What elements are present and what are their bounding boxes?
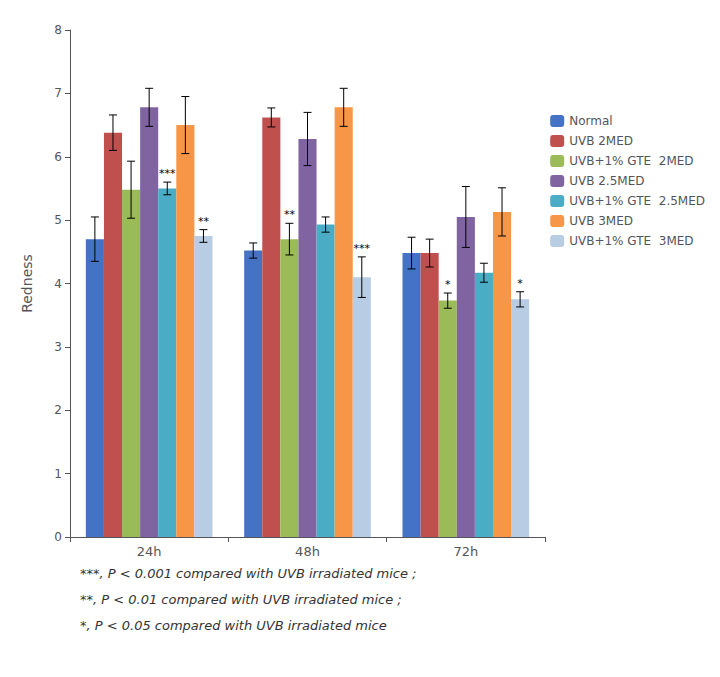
svg-text:24h: 24h [137, 544, 162, 559]
svg-text:8: 8 [54, 23, 62, 37]
svg-text:6: 6 [54, 150, 62, 164]
svg-text:***: *** [354, 242, 371, 255]
svg-text:*: * [517, 277, 523, 290]
svg-text:7: 7 [54, 86, 62, 100]
svg-text:UVB 2.5MED: UVB 2.5MED [569, 174, 644, 188]
svg-text:**, P < 0.01 compared with UVB: **, P < 0.01 compared with UVB irradiate… [80, 592, 402, 607]
svg-text:1: 1 [54, 467, 62, 481]
svg-text:*: * [445, 278, 451, 291]
svg-text:UVB+1% GTE 2.5MED: UVB+1% GTE 2.5MED [569, 194, 705, 208]
svg-text:0: 0 [54, 530, 62, 544]
svg-text:***: *** [159, 167, 176, 180]
svg-text:48h: 48h [295, 544, 320, 559]
svg-text:2: 2 [54, 403, 62, 417]
svg-text:72h: 72h [453, 544, 478, 559]
svg-text:***, P < 0.001 compared with U: ***, P < 0.001 compared with UVB irradia… [80, 566, 417, 581]
svg-text:*, P < 0.05 compared with UVB: *, P < 0.05 compared with UVB irradiated… [80, 618, 387, 633]
svg-text:UVB+1% GTE 3MED: UVB+1% GTE 3MED [569, 234, 693, 248]
svg-text:UVB 3MED: UVB 3MED [569, 214, 633, 228]
svg-text:**: ** [284, 208, 296, 221]
svg-text:5: 5 [54, 213, 62, 227]
svg-text:UVB+1% GTE 2MED: UVB+1% GTE 2MED [569, 154, 693, 168]
svg-text:4: 4 [54, 277, 62, 291]
svg-text:3: 3 [54, 340, 62, 354]
svg-text:Normal: Normal [569, 114, 612, 128]
svg-text:Redness: Redness [19, 254, 35, 313]
svg-text:**: ** [198, 215, 210, 228]
svg-text:UVB 2MED: UVB 2MED [569, 134, 633, 148]
